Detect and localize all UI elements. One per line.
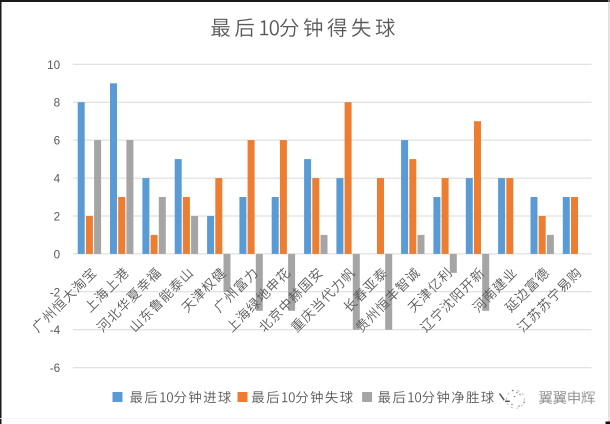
svg-text:-2: -2 [50,286,60,299]
svg-text:6: 6 [54,135,61,148]
svg-text:0: 0 [54,248,61,261]
svg-text:-6: -6 [50,362,60,375]
svg-text:-4: -4 [50,324,61,337]
svg-text:10: 10 [47,59,61,72]
svg-text:4: 4 [54,173,61,186]
svg-text:8: 8 [54,97,61,110]
svg-text:2: 2 [54,211,61,224]
